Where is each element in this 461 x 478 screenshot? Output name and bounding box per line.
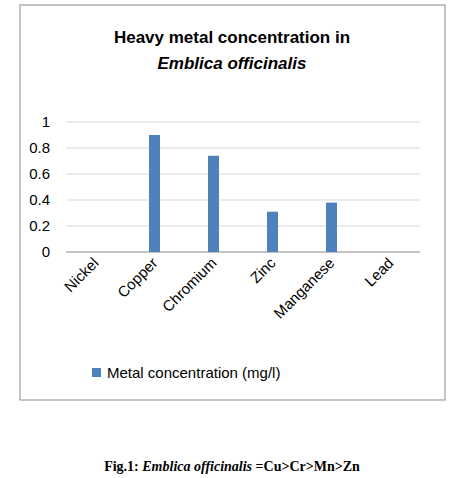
bar: [90, 252, 101, 253]
legend-swatch: [92, 368, 101, 377]
grid-line: [66, 148, 420, 149]
grid-line: [66, 252, 420, 253]
bar: [208, 156, 219, 252]
bar: [267, 212, 278, 252]
x-tick-label: Nickel: [61, 254, 102, 295]
bar: [326, 203, 337, 252]
y-tick-label: 1: [42, 113, 50, 130]
title: Heavy metal concentration inEmblica offi…: [114, 28, 350, 73]
y-tick-label: 0: [42, 243, 50, 260]
bar: [385, 252, 396, 253]
x-tick-label: Copper: [114, 254, 161, 301]
grid-line: [66, 174, 420, 175]
x-tick-label: Zinc: [247, 254, 279, 286]
caption: Fig.1: Emblica officinalis =Cu>Cr>Mn>Zn: [104, 459, 360, 474]
bar: [149, 135, 160, 252]
x-tick-label: Manganese: [270, 254, 337, 321]
legend-label: Metal concentration (mg/l): [107, 364, 280, 381]
x-tick-label: Chromium: [159, 254, 220, 315]
grid-line: [66, 122, 420, 123]
x-tick-label: Lead: [361, 254, 397, 290]
grid-line: [66, 226, 420, 227]
y-axis-line: [66, 122, 67, 252]
y-tick-label: 0.6: [29, 165, 50, 182]
y-tick-label: 0.2: [29, 217, 50, 234]
y-tick-label: 0.4: [29, 191, 50, 208]
chart-frame: [20, 5, 445, 400]
y-tick-label: 0.8: [29, 139, 50, 156]
bars: [149, 135, 337, 252]
chart: Heavy metal concentration inEmblica offi…: [0, 0, 461, 478]
grid-line: [66, 200, 420, 201]
